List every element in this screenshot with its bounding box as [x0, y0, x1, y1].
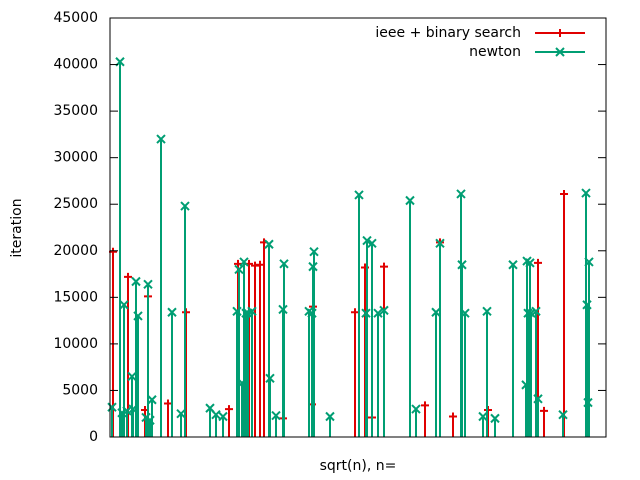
point-marker [457, 260, 467, 270]
x-axis-label: sqrt(n), n= [320, 458, 397, 474]
plot-border [109, 17, 607, 438]
point-marker [156, 134, 166, 144]
point-marker [180, 201, 190, 211]
point-marker [325, 411, 335, 422]
point-marker [354, 190, 364, 200]
point-marker [367, 238, 377, 249]
point-marker [379, 305, 389, 316]
point-marker [133, 311, 143, 321]
point-marker [556, 29, 564, 37]
y-tick-label: 20000 [53, 243, 98, 259]
point-marker [239, 257, 249, 267]
point-marker [362, 235, 372, 246]
legend-label: newton [469, 44, 521, 60]
point-marker [279, 259, 289, 269]
point-marker [247, 306, 257, 317]
point-marker [508, 260, 518, 270]
point-marker [490, 413, 500, 424]
point-marker [421, 401, 429, 410]
point-marker [309, 247, 319, 257]
point-marker [107, 402, 117, 412]
y-tick-label: 5000 [62, 382, 98, 398]
point-marker [435, 238, 445, 249]
point-marker [482, 306, 492, 317]
y-tick-label: 0 [89, 429, 98, 445]
point-marker [131, 276, 141, 287]
y-axis-label: iteration [9, 198, 25, 257]
point-marker [265, 373, 275, 384]
point-marker [478, 411, 488, 422]
point-marker [264, 239, 274, 249]
point-marker [431, 307, 441, 317]
point-marker [449, 412, 457, 421]
point-marker [380, 262, 388, 271]
point-marker [124, 272, 132, 281]
point-marker [533, 394, 543, 404]
point-marker [211, 409, 221, 420]
point-marker [147, 395, 157, 405]
point-marker [584, 257, 594, 267]
point-marker [460, 308, 470, 318]
y-tick-label: 25000 [53, 196, 98, 212]
point-marker [176, 409, 186, 419]
point-marker [456, 189, 466, 199]
plot-area [107, 57, 594, 437]
legend-label: ieee + binary search [375, 25, 521, 41]
point-marker [218, 411, 228, 422]
y-tick-label: 40000 [53, 57, 98, 73]
point-marker [351, 308, 359, 317]
point-marker [234, 259, 242, 268]
point-marker [234, 264, 244, 275]
y-tick-label: 30000 [53, 150, 98, 166]
point-marker [127, 371, 137, 382]
point-marker [581, 188, 591, 198]
point-marker [167, 307, 177, 317]
point-marker [271, 410, 281, 421]
point-marker [558, 409, 568, 420]
y-tick-label: 15000 [53, 289, 98, 305]
point-marker [526, 308, 536, 318]
point-marker [256, 260, 264, 269]
point-marker [411, 404, 421, 414]
point-marker [560, 189, 568, 198]
point-marker [119, 300, 129, 310]
point-marker [534, 258, 542, 267]
point-marker [405, 195, 415, 206]
point-marker [225, 405, 233, 414]
y-tick-label: 10000 [53, 336, 98, 352]
point-marker [525, 258, 535, 268]
point-marker [540, 406, 548, 415]
point-marker [143, 279, 153, 290]
y-tick-label: 35000 [53, 103, 98, 119]
series [107, 57, 594, 437]
y-tick-label: 45000 [53, 10, 98, 26]
point-marker [555, 47, 565, 57]
point-marker [373, 308, 383, 318]
point-marker [164, 399, 172, 408]
point-marker [531, 306, 541, 317]
